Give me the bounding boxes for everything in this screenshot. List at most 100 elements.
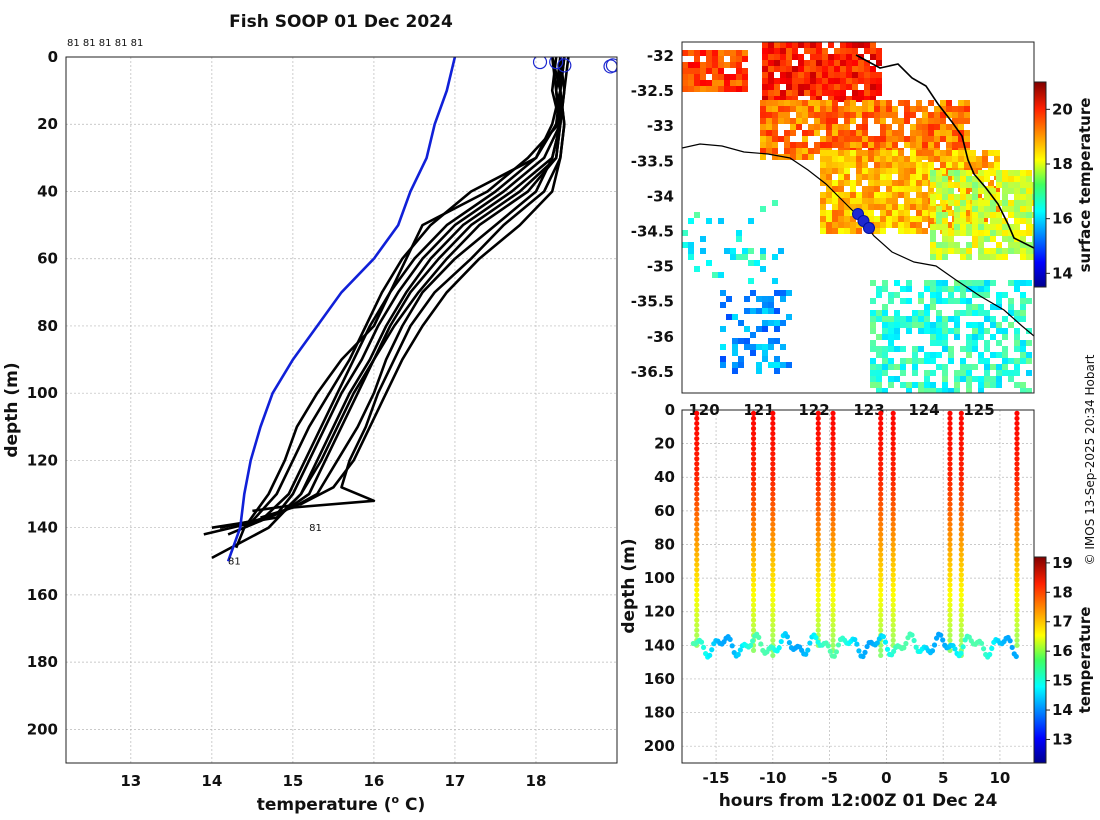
- sst-cell: [844, 210, 850, 216]
- cast-point: [1014, 582, 1020, 588]
- sst-cell: [1008, 212, 1014, 218]
- sst-cell: [940, 124, 946, 130]
- sst-cell: [1008, 206, 1014, 212]
- sst-cell: [844, 118, 850, 124]
- sst-cell: [888, 292, 894, 298]
- sst-cell: [772, 200, 778, 206]
- sst-cell: [868, 198, 874, 204]
- temperature-profile-line: [203, 57, 566, 536]
- sst-cell: [988, 150, 994, 156]
- sst-cell: [910, 222, 916, 228]
- sst-cell: [976, 192, 982, 198]
- cast-point: [750, 476, 757, 482]
- sst-cell: [984, 364, 990, 370]
- y-tick-label: 180: [27, 653, 58, 671]
- sst-cell: [876, 346, 882, 352]
- sst-cell: [750, 344, 756, 350]
- sst-cell: [952, 162, 958, 168]
- sst-cell: [990, 206, 996, 212]
- cast-point: [1014, 546, 1020, 553]
- cast-point: [1014, 511, 1020, 517]
- depth-tick-label: 140: [644, 636, 675, 654]
- sst-cell: [922, 210, 928, 216]
- sst-cell: [972, 340, 978, 346]
- cast-point: [1014, 612, 1020, 618]
- sst-cell: [940, 118, 946, 124]
- sst-cell: [844, 142, 850, 148]
- sst-cell: [856, 168, 862, 174]
- sst-cell: [768, 362, 774, 368]
- cast-point: [958, 562, 964, 568]
- sst-cell: [976, 162, 982, 168]
- cast-point: [770, 461, 776, 467]
- sst-cell: [820, 150, 826, 156]
- sst-cell: [1014, 334, 1020, 340]
- sst-cell: [886, 150, 892, 156]
- sst-cell: [930, 304, 936, 310]
- sst-cell: [904, 228, 910, 234]
- sst-cell: [828, 54, 834, 60]
- cast-point: [750, 481, 757, 487]
- sst-cell: [862, 168, 868, 174]
- sst-cell: [694, 50, 700, 56]
- sst-cell: [954, 200, 960, 206]
- sst-cell: [898, 162, 904, 168]
- sst-cell: [1014, 316, 1020, 322]
- latitude-tick-label: -35.5: [631, 293, 674, 311]
- sst-cell: [768, 320, 774, 326]
- cast-point: [890, 435, 896, 442]
- sst-cell: [958, 136, 964, 142]
- sst-cell: [898, 150, 904, 156]
- cast-point: [878, 446, 884, 452]
- sst-cell: [868, 192, 874, 198]
- sst-cell: [990, 364, 996, 370]
- cast-point: [958, 617, 964, 623]
- cast-point: [1014, 602, 1020, 608]
- cast-point: [890, 531, 896, 537]
- cast-point: [1014, 410, 1020, 416]
- cast-point: [694, 461, 700, 467]
- cast-point: [770, 476, 776, 482]
- cast-point: [770, 531, 776, 537]
- cast-point: [947, 577, 953, 583]
- cast-point: [1014, 592, 1020, 598]
- cast-point: [958, 446, 964, 452]
- sst-cell: [928, 204, 934, 210]
- cast-point: [815, 551, 821, 558]
- sst-cell: [780, 60, 786, 66]
- sst-cell: [1008, 242, 1014, 248]
- cast-point: [1014, 486, 1020, 492]
- sst-cell: [1032, 200, 1034, 206]
- sst-cell: [876, 60, 882, 66]
- sst-cell: [834, 66, 840, 72]
- sst-cell: [1008, 322, 1014, 328]
- cast-point: [947, 632, 953, 638]
- cast-point: [770, 587, 776, 593]
- sst-cell: [978, 224, 984, 230]
- sst-cell: [706, 260, 712, 266]
- sst-cell: [984, 212, 990, 218]
- sst-cell: [688, 68, 694, 74]
- sst-cell: [694, 212, 700, 218]
- cast-point: [1014, 456, 1020, 462]
- cast-point: [958, 410, 964, 416]
- sst-cell: [870, 340, 876, 346]
- sst-cell: [840, 54, 846, 60]
- cast-point: [815, 425, 821, 432]
- cast-point: [750, 551, 757, 558]
- bottom-trail-point: [987, 651, 993, 658]
- cast-point: [947, 496, 953, 502]
- sst-cell: [996, 322, 1002, 328]
- sst-cell: [868, 156, 874, 162]
- cast-point: [694, 562, 700, 568]
- sst-cell: [894, 310, 900, 316]
- sst-cell: [732, 350, 738, 356]
- cast-point: [815, 607, 821, 613]
- sst-cell: [966, 352, 972, 358]
- sst-cell: [930, 194, 936, 200]
- sst-cell: [870, 376, 876, 382]
- sst-cell: [870, 322, 876, 328]
- sst-cell: [972, 242, 978, 248]
- sst-cell: [966, 310, 972, 316]
